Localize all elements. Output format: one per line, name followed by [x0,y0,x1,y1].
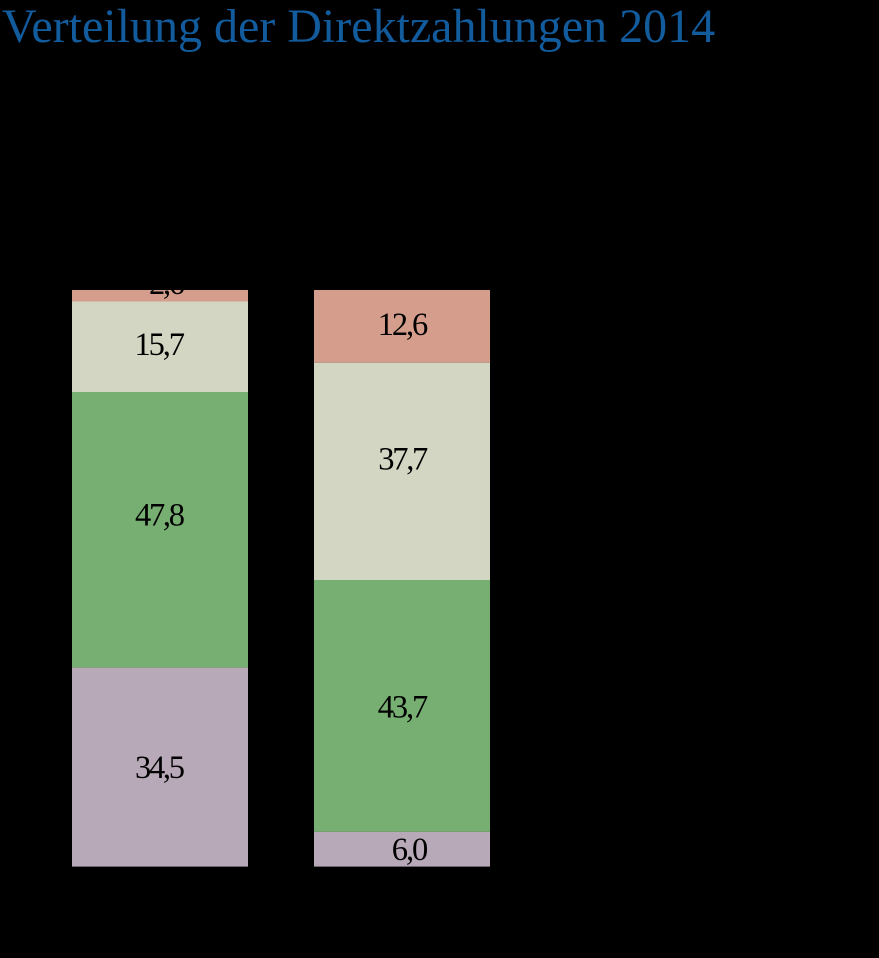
svg-text:15,7: 15,7 [135,327,186,363]
svg-text:47,8: 47,8 [135,498,185,534]
svg-text:2,6: 2,6 [149,266,185,302]
svg-text:34,5: 34,5 [135,750,185,786]
svg-text:Verteilung der Direktzahlungen: Verteilung der Direktzahlungen 2014 [2,0,715,53]
svg-text:43,7: 43,7 [378,689,429,725]
svg-text:12,6: 12,6 [378,307,429,343]
svg-text:37,7: 37,7 [378,442,428,478]
svg-text:6,0: 6,0 [392,832,429,868]
